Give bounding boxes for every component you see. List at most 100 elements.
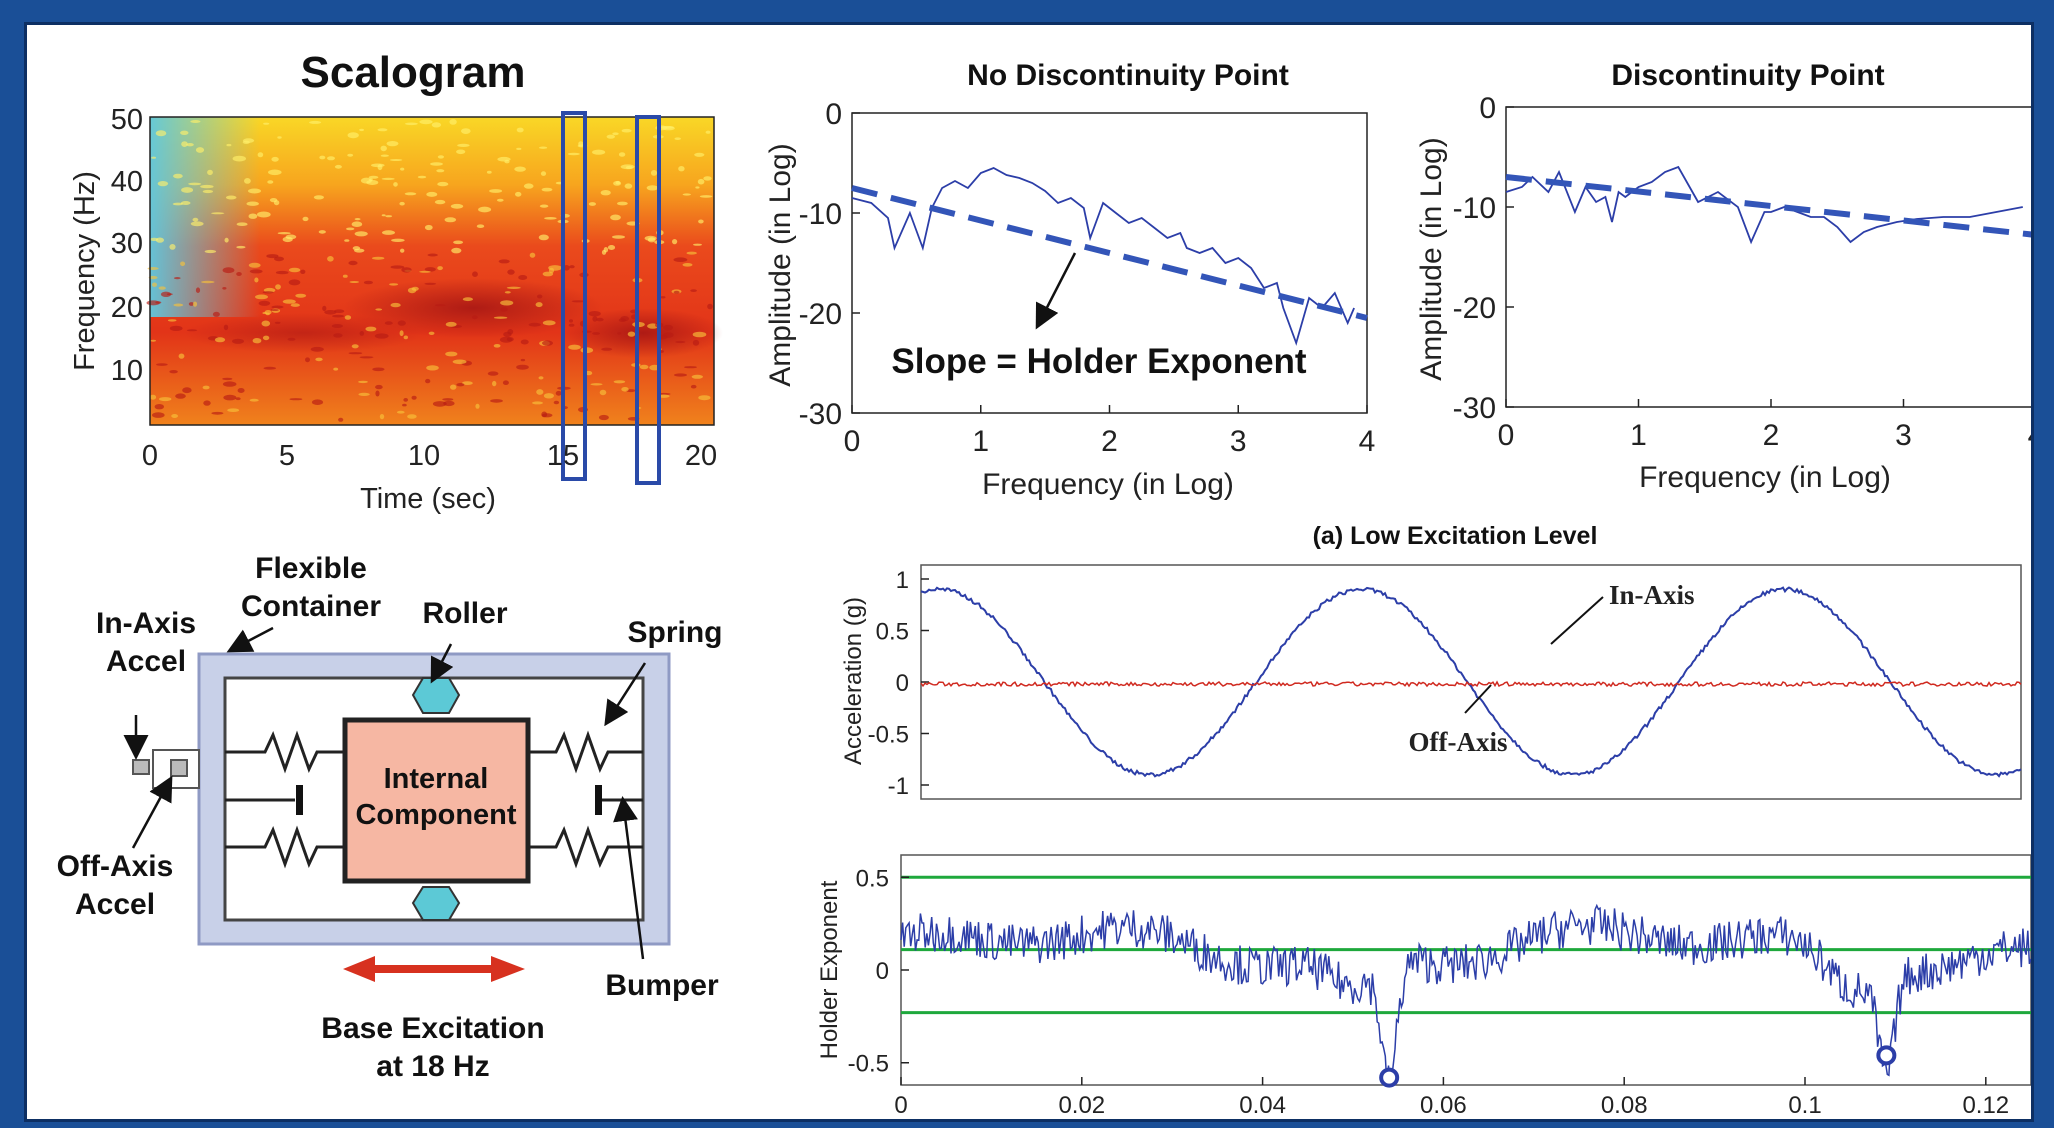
scalogram-speckle: [354, 218, 361, 221]
scalogram-speckle: [363, 280, 373, 285]
chart2-xlabel: Frequency (in Log): [1639, 461, 1891, 494]
scalogram-speckle: [690, 384, 697, 389]
scalogram-speckle: [691, 374, 703, 379]
scalogram-speckle: [263, 122, 270, 125]
scalogram-speckle: [592, 316, 598, 322]
scalogram-speckle: [274, 321, 281, 324]
scalogram-speckle: [411, 395, 417, 400]
xtick-label: 0.02: [1058, 1092, 1105, 1119]
chart1-series-line: [851, 167, 1355, 346]
ytick-label: -0.5: [848, 1051, 889, 1078]
scalogram-speckle: [442, 398, 454, 401]
scalogram-speckle: [450, 384, 457, 390]
scalogram-speckle: [249, 398, 259, 402]
scalogram-speckle: [698, 219, 704, 224]
scalogram-speckle: [389, 159, 403, 161]
scalogram-speckle: [172, 202, 184, 206]
chart2-slope-line: [1505, 174, 2031, 238]
scalogram-speckle: [599, 389, 607, 396]
scalogram-speckle: [396, 410, 405, 414]
scalogram-speckle: [399, 330, 404, 337]
scalogram-speckle: [569, 319, 573, 323]
scalogram-speckle: [201, 280, 215, 284]
scalogram-speckle: [403, 335, 408, 340]
scalogram-speckle: [647, 237, 656, 243]
scalogram-speckle: [578, 141, 584, 147]
scalogram-speckle: [274, 256, 284, 262]
figure-panel: Scalogram 10 20 30 40 50 0 5 10 15 20 Ti…: [24, 22, 2034, 1122]
scalogram-speckle: [507, 269, 515, 275]
scalogram-speckle: [152, 282, 157, 287]
scalogram-speckle: [516, 127, 524, 133]
ytick-label: -1: [888, 773, 909, 800]
scalogram-speckle: [324, 310, 337, 315]
scalogram-speckle: [520, 358, 526, 362]
scalogram-speckle: [305, 357, 310, 363]
scalogram-speckle: [492, 380, 497, 387]
chart3-caption: (a) Low Excitation Level: [1313, 522, 1598, 550]
scalogram-speckle: [487, 371, 499, 376]
scalogram-speckle: [169, 325, 183, 331]
scalogram-speckle: [322, 305, 327, 312]
scalogram-speckle: [407, 287, 417, 294]
scalogram-speckle: [346, 227, 355, 231]
off-axis-accel-sensor: [170, 759, 188, 777]
scalogram-speckle: [682, 263, 693, 267]
off-axis-arrow: [131, 775, 173, 849]
scalogram-speckle: [204, 249, 217, 254]
scalogram-speckle: [270, 309, 279, 311]
chart1-ylabel: Amplitude (in Log): [764, 143, 797, 386]
scalogram-speckle: [600, 190, 611, 196]
bumper-left: [296, 785, 303, 815]
ytick-label: -30: [799, 398, 842, 431]
spring-left-bottom: [225, 825, 345, 869]
slope-annotation: Slope = Holder Exponent: [891, 342, 1307, 381]
scalogram-speckle: [242, 140, 250, 144]
scalogram-speckle: [402, 403, 407, 407]
scalogram-speckle: [333, 367, 339, 371]
scalogram-speckle: [588, 311, 601, 317]
scalogram-speckle: [536, 389, 544, 395]
scalogram-speckle: [255, 294, 268, 300]
scalogram-speckle: [682, 193, 691, 196]
scalogram-speckle: [498, 259, 510, 264]
roller-bottom: [411, 886, 461, 921]
scalogram-speckle: [436, 169, 445, 173]
scalogram-speckle: [236, 222, 248, 226]
scalogram-speckle: [673, 290, 680, 294]
scalogram-speckle: [288, 267, 301, 273]
scalogram-speckle: [173, 173, 183, 179]
scalogram-speckle: [672, 239, 678, 245]
scalogram-speckle: [596, 317, 604, 322]
scalogram-speckle: [444, 217, 457, 223]
scalogram-speckle: [612, 235, 625, 239]
scalogram-speckle: [149, 394, 157, 400]
container-diagram: Internal Component: [123, 626, 671, 982]
scalogram-speckle: [618, 152, 626, 157]
ytick: 50: [111, 104, 143, 136]
scalogram-speckle: [424, 224, 433, 231]
scalogram-speckle: [529, 252, 536, 258]
scalogram-speckle: [235, 397, 241, 401]
xtick: 5: [279, 440, 295, 472]
scalogram-speckle: [368, 175, 379, 179]
scalogram-speckle: [156, 363, 168, 366]
scalogram-speckle: [310, 346, 324, 352]
scalogram-speckle: [569, 265, 575, 269]
scalogram-speckle: [380, 154, 389, 157]
scalogram-speckle: [277, 136, 282, 139]
scalogram-speckle: [271, 305, 284, 309]
xtick: 10: [408, 440, 440, 472]
scalogram-speckle: [371, 163, 385, 168]
in-axis-pointer: [1550, 596, 1604, 645]
scalogram-speckle: [539, 146, 548, 149]
scalogram-speckle: [548, 265, 562, 271]
ytick: 10: [111, 355, 143, 387]
scalogram-speckle: [698, 395, 711, 401]
chart2-ylabel: Amplitude (in Log): [1415, 137, 1448, 380]
scalogram-speckle: [627, 331, 636, 337]
scalogram-speckle: [354, 231, 368, 237]
scalogram-speckle: [452, 359, 467, 365]
ytick-label: 0: [1479, 92, 1496, 125]
scalogram-speckle: [684, 366, 697, 369]
